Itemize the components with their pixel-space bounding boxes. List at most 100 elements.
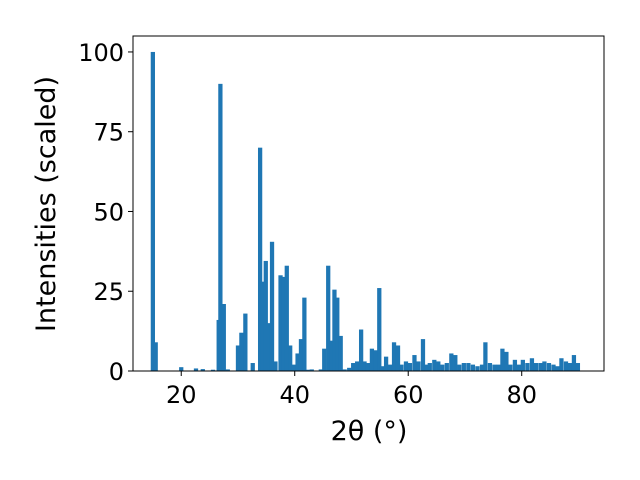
bar [373,350,379,371]
bar [243,313,248,371]
bar [281,276,286,371]
bar [305,369,310,371]
bar [355,361,360,371]
bar [338,335,343,371]
bar [295,353,300,371]
bar [420,339,426,371]
bar [546,363,552,371]
bar [309,369,314,371]
bar [347,367,352,371]
x-tick-label: 80 [506,381,537,409]
bar [504,351,509,371]
bar [444,363,449,371]
bar [291,364,296,371]
bar [399,364,404,371]
bar [302,297,307,371]
bar [284,265,289,371]
bar [496,364,501,371]
bar [575,363,581,371]
bar [516,364,522,371]
bar [492,364,497,371]
bar [257,147,263,371]
bar [278,275,283,371]
bar [470,364,476,371]
bar [416,361,421,371]
bar [150,51,155,371]
bar [329,340,334,371]
x-tick-label: 40 [279,381,310,409]
bar [559,358,564,371]
bar [326,265,331,371]
bar [551,364,556,371]
bar [218,83,223,372]
bar [487,363,493,371]
bar [200,369,205,371]
bar [221,304,226,371]
y-tick-label: 100 [78,39,124,67]
y-axis: 0 25 50 75 100 [78,39,133,386]
bar [475,366,480,371]
bar [298,339,304,371]
bar [260,281,266,371]
bar [403,361,409,371]
bar [520,359,525,371]
bar [269,241,275,371]
bar [432,359,437,371]
bar [449,353,454,371]
bar [342,369,347,371]
bar [424,364,429,371]
bar [383,356,389,371]
bar [391,342,397,371]
bar [533,363,539,371]
bar [362,361,367,371]
x-axis-label: 2θ (°) [331,416,408,447]
bar [555,366,560,371]
bar [318,369,323,371]
bar [440,364,445,371]
bar [335,297,340,371]
bar [436,361,441,371]
bar [365,363,371,371]
bar [351,363,356,371]
bar [193,368,199,371]
bar [563,361,569,371]
x-axis: 20 40 60 80 [166,371,537,409]
bar [500,348,505,371]
bar [288,345,293,371]
bar [407,363,413,371]
bar [427,363,432,371]
y-tick-label: 75 [93,119,124,147]
bar [542,361,547,371]
bar [250,363,255,371]
bar [457,364,462,371]
bar [412,355,417,371]
bar [508,364,513,371]
bar [225,369,230,371]
bar [266,323,271,371]
bar [332,289,337,371]
bar [239,332,244,371]
y-tick-label: 0 [109,358,124,386]
bar [322,348,327,371]
bar [358,329,364,371]
bar [273,361,278,371]
bar [567,363,573,371]
bar [369,348,375,371]
x-tick-label: 60 [393,381,424,409]
bar [377,288,382,371]
bar [379,366,385,371]
bar [395,345,401,371]
bar [153,342,158,371]
bar [461,363,466,371]
bar [466,363,471,371]
bar [179,367,184,371]
bar [387,364,393,371]
bar [512,359,518,371]
x-tick-label: 20 [166,381,197,409]
bar [571,355,577,371]
y-tick-label: 50 [93,198,124,226]
bar [235,345,241,371]
bar [529,358,535,371]
bar [453,355,458,371]
bar [538,363,543,371]
